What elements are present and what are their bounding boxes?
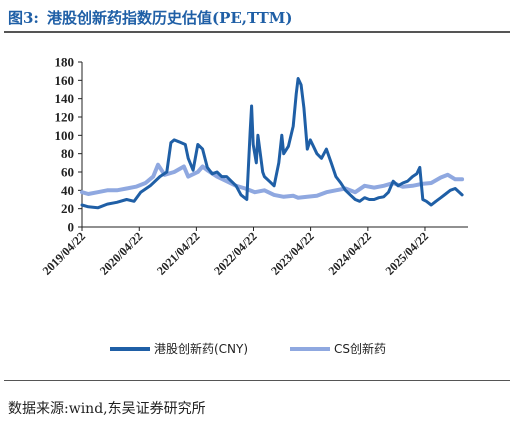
x-tick-label: 2023/04/22 [268,229,317,278]
x-tick-label: 2019/04/22 [40,229,89,278]
y-tick-label: 100 [55,128,75,143]
figure-title: 港股创新药指数历史估值(PE,TTM) [46,8,293,27]
y-tick-label: 160 [55,73,75,88]
figure-label: 图3: [8,8,39,27]
bottom-rule [4,380,510,381]
y-tick-label: 120 [55,110,75,125]
y-tick-label: 80 [61,146,74,161]
chart-legend: 港股创新药(CNY) CS创新药 [110,341,386,356]
y-tick-label: 180 [55,55,75,70]
x-tick-label: 2020/04/22 [97,229,146,278]
legend-item-cny-label: 港股创新药(CNY) [154,341,248,356]
figure-title-row: 图3: 港股创新药指数历史估值(PE,TTM) [8,6,293,28]
series-line-cny [80,77,464,210]
chart-axes: 0 20 40 60 80 100 120 140 160 180 2019/04/22 2020/0… [40,55,468,278]
chart-series-layer [80,77,465,210]
data-source: 数据来源:wind,东吴证券研究所 [8,401,206,417]
x-tick-label: 2021/04/22 [154,229,203,278]
y-tick-label: 0 [68,220,75,235]
y-tick-label: 20 [61,201,74,216]
x-tick-label: 2022/04/22 [211,229,260,278]
x-tick-label: 2025/04/22 [383,229,432,278]
y-tick-label: 140 [55,91,75,106]
x-tick-label: 2024/04/22 [325,229,374,278]
y-tick-label: 40 [61,183,74,198]
legend-item-cs-label: CS创新药 [334,341,386,356]
y-tick-label: 60 [61,165,74,180]
top-rule [4,31,510,33]
